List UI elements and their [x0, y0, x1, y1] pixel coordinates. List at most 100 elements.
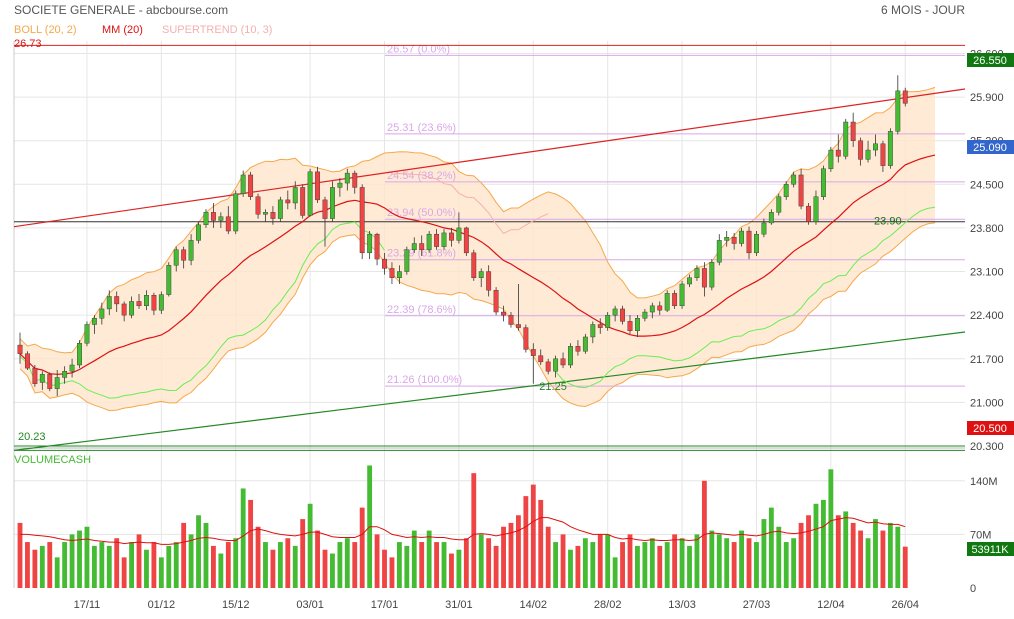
candle	[54, 369, 60, 397]
candle-body	[858, 140, 864, 160]
volume-bar	[560, 534, 566, 588]
candle	[69, 358, 75, 378]
candle	[873, 134, 878, 157]
candle	[515, 284, 521, 331]
candle-body	[627, 321, 633, 331]
candle-body	[106, 296, 112, 310]
candle	[635, 315, 640, 337]
candle-body	[463, 227, 469, 254]
candle-body	[486, 271, 492, 291]
volume-bar	[99, 542, 105, 588]
volume-bar	[501, 526, 506, 588]
fibo-level-label: 25.31 (23.6%)	[387, 122, 456, 134]
candle-body	[657, 305, 663, 311]
x-tick-label: 26/04	[891, 599, 919, 611]
candle-body	[359, 187, 365, 254]
candle	[441, 229, 447, 250]
candle-body	[255, 196, 261, 215]
resistance-price-text: 26.550	[973, 55, 1007, 67]
volume-bar	[39, 545, 45, 588]
volume-bar	[359, 507, 365, 588]
candle-body	[635, 318, 640, 331]
volume-bar	[582, 538, 588, 588]
candle-body	[99, 308, 105, 319]
candle	[17, 332, 23, 364]
candle	[493, 287, 499, 316]
candle-body	[151, 295, 157, 311]
candle-body	[114, 296, 120, 305]
candle-body	[880, 143, 886, 166]
y-tick-label: 21.000	[970, 397, 1004, 409]
candle-body	[136, 301, 142, 307]
volume-bar	[404, 545, 410, 588]
volume-bar	[263, 542, 268, 588]
volume-bar	[687, 545, 692, 588]
volume-bar	[761, 519, 767, 588]
volume-bar	[895, 526, 901, 588]
candle-body	[828, 149, 834, 169]
candle-body	[687, 277, 692, 285]
candle-body	[270, 212, 276, 219]
candle-body	[337, 182, 343, 188]
candle	[151, 292, 157, 316]
candle	[173, 246, 179, 272]
volume-bar	[843, 511, 849, 588]
volume-bar	[791, 538, 797, 588]
candle	[382, 252, 387, 275]
fibo-level-label: 26.57 (0.0%)	[387, 43, 450, 55]
volume-bar	[84, 526, 90, 588]
candle-body	[761, 222, 767, 235]
candle-body	[820, 168, 826, 197]
legend-boll: BOLL (20, 2)	[14, 24, 77, 36]
volume-bar	[478, 534, 484, 588]
volume-bar	[158, 557, 164, 588]
volume-tick-label: 140M	[970, 476, 998, 488]
candle-body	[367, 233, 373, 254]
candle-body	[620, 308, 625, 322]
volume-bar	[434, 542, 440, 588]
moving-average	[19, 154, 936, 375]
candle-body	[746, 230, 752, 254]
candle	[463, 226, 469, 256]
candle	[181, 246, 187, 269]
candle	[508, 312, 514, 328]
y-tick-label: 21.700	[970, 354, 1004, 366]
candle-body	[91, 318, 97, 325]
volume-bar	[255, 526, 261, 588]
candle-body	[523, 327, 529, 350]
volume-bar	[798, 522, 804, 588]
y-tick-label: 25.900	[970, 92, 1004, 104]
candle-body	[813, 196, 819, 222]
candle-body	[768, 212, 774, 224]
candle-body	[84, 324, 90, 344]
volume-bar	[649, 538, 655, 588]
volume-bar	[248, 499, 254, 588]
volume-bar	[270, 549, 276, 588]
volume-bar	[538, 499, 544, 588]
candle-body	[344, 172, 350, 184]
candle	[188, 234, 194, 266]
volume-bar	[330, 553, 335, 588]
candle-body	[806, 205, 811, 222]
volume-bar	[806, 515, 811, 588]
candle-body	[694, 268, 700, 278]
candle	[843, 118, 849, 160]
price-annotation: 21.25	[539, 381, 567, 393]
candle-body	[315, 171, 320, 201]
candle-body	[285, 199, 291, 204]
candle	[568, 343, 573, 369]
volume-bar	[277, 542, 283, 588]
candle-body	[248, 174, 254, 197]
candle-body	[25, 353, 30, 369]
candle-body	[791, 174, 797, 185]
volume-last-badge	[967, 542, 1014, 556]
volume-bar	[873, 519, 878, 588]
candle-body	[69, 364, 75, 372]
fibonacci-levels: 26.57 (0.0%) 25.31 (23.6%) 24.54 (38.2%) 23…	[385, 43, 965, 387]
candle-body	[300, 187, 306, 216]
fibo-level-label: 23.94 (50.0%)	[387, 207, 456, 219]
candle-body	[218, 216, 224, 221]
candle-body	[263, 212, 268, 215]
volume-bar	[858, 530, 864, 588]
